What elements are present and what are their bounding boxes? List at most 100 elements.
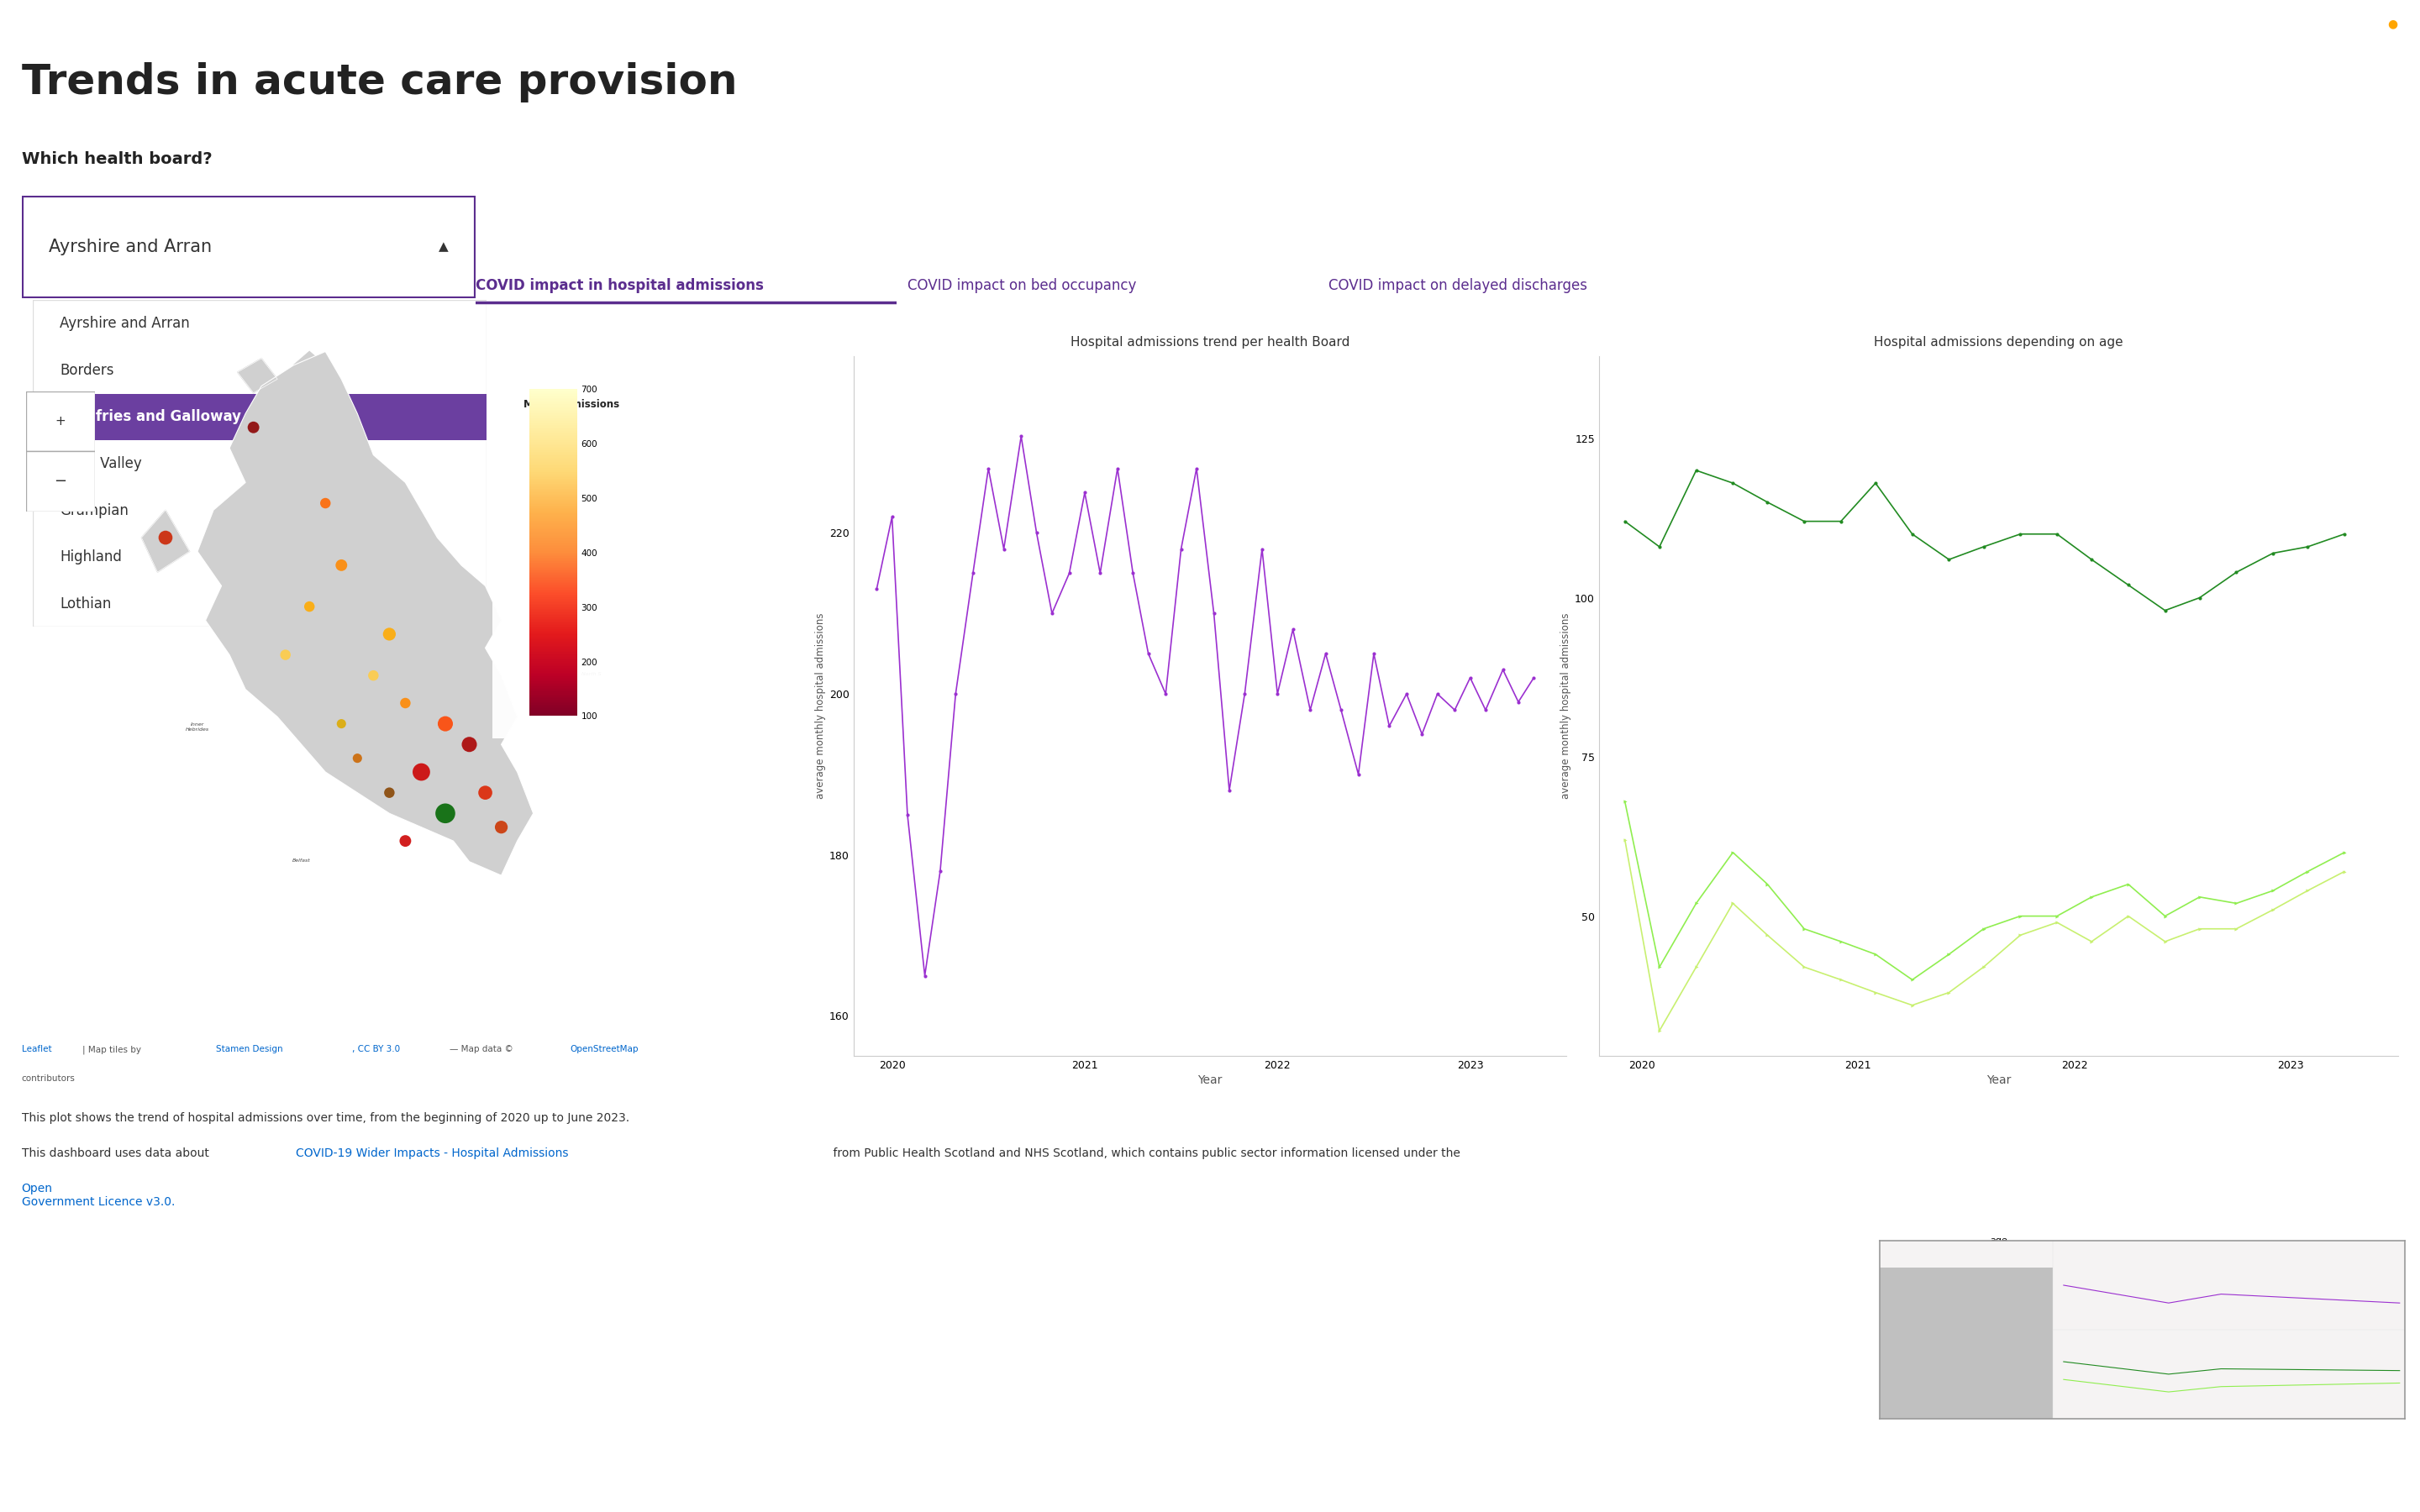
Title: Hospital admissions trend per health Board: Hospital admissions trend per health Boa… — [1070, 336, 1350, 349]
Polygon shape — [237, 358, 278, 393]
over 65 — [2330, 862, 2360, 880]
Text: ●: ● — [2389, 18, 2398, 30]
Under 5 — [1718, 844, 1747, 862]
Under 5 — [1646, 959, 1675, 977]
5 - 64 — [1646, 538, 1675, 556]
Text: COVID-19 Wider Impacts - Hospital Admissions: COVID-19 Wider Impacts - Hospital Admiss… — [295, 1148, 569, 1160]
over 65 — [2185, 919, 2214, 937]
5 - 64 — [1682, 461, 1711, 479]
Text: Lothian: Lothian — [60, 596, 111, 611]
5 - 64 — [1718, 475, 1747, 493]
5 - 64 — [2185, 588, 2214, 606]
Text: Stamen Design: Stamen Design — [215, 1045, 283, 1054]
Text: Forth Valley: Forth Valley — [60, 457, 143, 472]
Text: ▲: ▲ — [438, 240, 448, 253]
Text: Mean admissions: Mean admissions — [523, 399, 620, 410]
Text: Open
Government Licence v3.0.: Open Government Licence v3.0. — [22, 1182, 174, 1208]
5 - 64 — [2076, 550, 2105, 569]
Polygon shape — [140, 510, 189, 572]
Text: COVID impact on delayed discharges: COVID impact on delayed discharges — [1329, 278, 1588, 293]
over 65 — [1970, 959, 1999, 977]
Legend: Under 5, 5 - 64, over 65: Under 5, 5 - 64, over 65 — [1905, 1232, 2093, 1261]
Line: over 65: over 65 — [1624, 838, 2345, 1033]
over 65 — [1827, 971, 1856, 989]
over 65 — [1682, 959, 1711, 977]
over 65 — [2258, 901, 2287, 919]
Text: Belfast: Belfast — [293, 859, 310, 862]
Text: This dashboard uses data about: This dashboard uses data about — [22, 1148, 213, 1160]
5 - 64 — [2222, 562, 2251, 581]
Text: North S: North S — [581, 673, 600, 676]
Text: Trends in acute care provision: Trends in acute care provision — [22, 62, 738, 103]
FancyBboxPatch shape — [22, 195, 474, 298]
Point — [482, 815, 520, 839]
5 - 64 — [1934, 550, 1963, 569]
Point — [145, 526, 184, 550]
5 - 64 — [2006, 525, 2035, 543]
Point — [402, 761, 440, 785]
Point — [426, 801, 465, 826]
Point — [450, 732, 489, 756]
Polygon shape — [293, 352, 324, 380]
Text: COVID impact on bed occupancy: COVID impact on bed occupancy — [908, 278, 1137, 293]
Text: contributors: contributors — [22, 1074, 75, 1083]
Line: Under 5: Under 5 — [1624, 800, 2345, 981]
Point — [426, 712, 465, 736]
Bar — [1880, 1267, 2052, 1418]
Under 5 — [2042, 907, 2072, 925]
Point — [235, 416, 273, 440]
Under 5 — [2294, 862, 2323, 880]
Text: Ayrshire and Arran: Ayrshire and Arran — [60, 316, 189, 331]
Polygon shape — [198, 352, 532, 875]
Under 5 — [1682, 894, 1711, 912]
over 65 — [1718, 894, 1747, 912]
Text: This plot shows the trend of hospital admissions over time, from the beginning o: This plot shows the trend of hospital ad… — [22, 1111, 629, 1123]
Under 5 — [2076, 888, 2105, 906]
Under 5 — [1970, 919, 1999, 937]
5 - 64 — [2151, 602, 2180, 620]
Point — [387, 829, 426, 853]
Under 5 — [2151, 907, 2180, 925]
over 65 — [1752, 927, 1781, 945]
Text: +: + — [56, 416, 65, 428]
Text: Inner
Hebrides: Inner Hebrides — [186, 723, 208, 732]
5 - 64 — [1609, 513, 1638, 531]
Under 5 — [1897, 971, 1926, 989]
Under 5 — [1609, 792, 1638, 810]
Point — [370, 780, 409, 804]
over 65 — [2294, 881, 2323, 900]
Point — [467, 780, 506, 804]
Text: , CC BY 3.0: , CC BY 3.0 — [353, 1045, 399, 1054]
Under 5 — [1934, 945, 1963, 963]
Text: from Public Health Scotland and NHS Scotland, which contains public sector infor: from Public Health Scotland and NHS Scot… — [830, 1148, 1464, 1160]
Point — [387, 691, 426, 715]
Text: Dumfries and Galloway: Dumfries and Galloway — [60, 410, 242, 425]
5 - 64 — [1897, 525, 1926, 543]
Point — [322, 553, 361, 578]
Point — [339, 745, 378, 770]
Line: 5 - 64: 5 - 64 — [1624, 469, 2345, 612]
X-axis label: Year: Year — [1987, 1075, 2011, 1087]
over 65 — [1646, 1022, 1675, 1040]
Text: — Map data ©: — Map data © — [450, 1045, 513, 1054]
over 65 — [2042, 913, 2072, 931]
Text: COVID impact in hospital admissions: COVID impact in hospital admissions — [474, 278, 762, 293]
Under 5 — [1752, 875, 1781, 894]
Point — [353, 664, 392, 688]
Text: Borders: Borders — [60, 363, 114, 378]
Y-axis label: average monthly hospital admissions: average monthly hospital admissions — [1561, 612, 1571, 798]
5 - 64 — [1791, 513, 1820, 531]
FancyBboxPatch shape — [486, 366, 757, 745]
5 - 64 — [1827, 513, 1856, 531]
Text: Highland: Highland — [60, 549, 121, 564]
FancyBboxPatch shape — [31, 301, 486, 627]
Text: −: − — [53, 473, 68, 488]
FancyBboxPatch shape — [27, 392, 94, 452]
Under 5 — [1827, 933, 1856, 951]
Under 5 — [1791, 919, 1820, 937]
FancyBboxPatch shape — [2, 187, 494, 305]
Point — [322, 712, 361, 736]
Title: Hospital admissions depending on age: Hospital admissions depending on age — [1873, 336, 2122, 349]
Under 5 — [2258, 881, 2287, 900]
X-axis label: Year: Year — [1198, 1075, 1222, 1087]
